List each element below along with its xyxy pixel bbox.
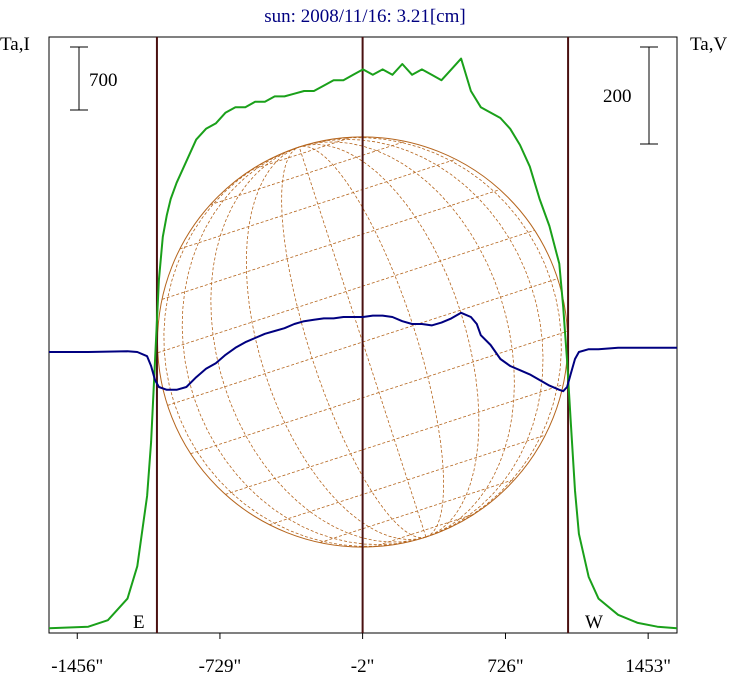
meridian-line: [299, 144, 480, 538]
meridian-line: [281, 146, 427, 539]
meridian-line: [299, 137, 562, 538]
vertical-markers: [155, 37, 570, 633]
x-tick-label: 726": [487, 656, 523, 677]
east-label: E: [133, 612, 145, 633]
parallel-line: [225, 384, 564, 495]
meridian-line: [163, 146, 427, 547]
parallel-line: [210, 141, 406, 206]
x-axis-ticks: -1456" -729" -2" 726" 1453": [51, 633, 671, 677]
parallel-line: [161, 189, 500, 300]
parallel-line: [373, 513, 475, 548]
meridian-line: [181, 146, 427, 546]
parallel-line: [179, 158, 456, 250]
west-label: W: [585, 612, 603, 633]
parallel-line: [250, 136, 352, 171]
parallel-line: [157, 229, 535, 354]
x-tick-label: -1456": [51, 656, 103, 677]
meridian-line: [299, 145, 445, 538]
parallel-line: [319, 478, 516, 543]
left-scale-bar: 700: [70, 46, 118, 111]
right-scale-bar-label: 200: [603, 86, 632, 107]
left-axis-label: Ta,I: [0, 34, 30, 55]
series-polarization-line: [49, 311, 677, 393]
chart-title: sun: 2008/11/16: 3.21[cm]: [264, 6, 465, 27]
left-scale-bar-label: 700: [89, 70, 118, 91]
series-layer: [48, 57, 678, 630]
x-tick-label: 1453": [625, 656, 671, 677]
right-scale-bar: 200: [603, 46, 658, 145]
parallel-line: [190, 330, 568, 455]
parallel-line: [269, 434, 546, 526]
x-tick-label: -729": [199, 656, 242, 677]
solar-disk-grid: [157, 136, 569, 548]
series-intensity-line: [48, 57, 678, 630]
meridian-line: [245, 146, 427, 540]
x-tick-label: -2": [351, 656, 375, 677]
meridian-line: [299, 138, 544, 538]
right-axis-label: Ta,V: [690, 34, 727, 55]
